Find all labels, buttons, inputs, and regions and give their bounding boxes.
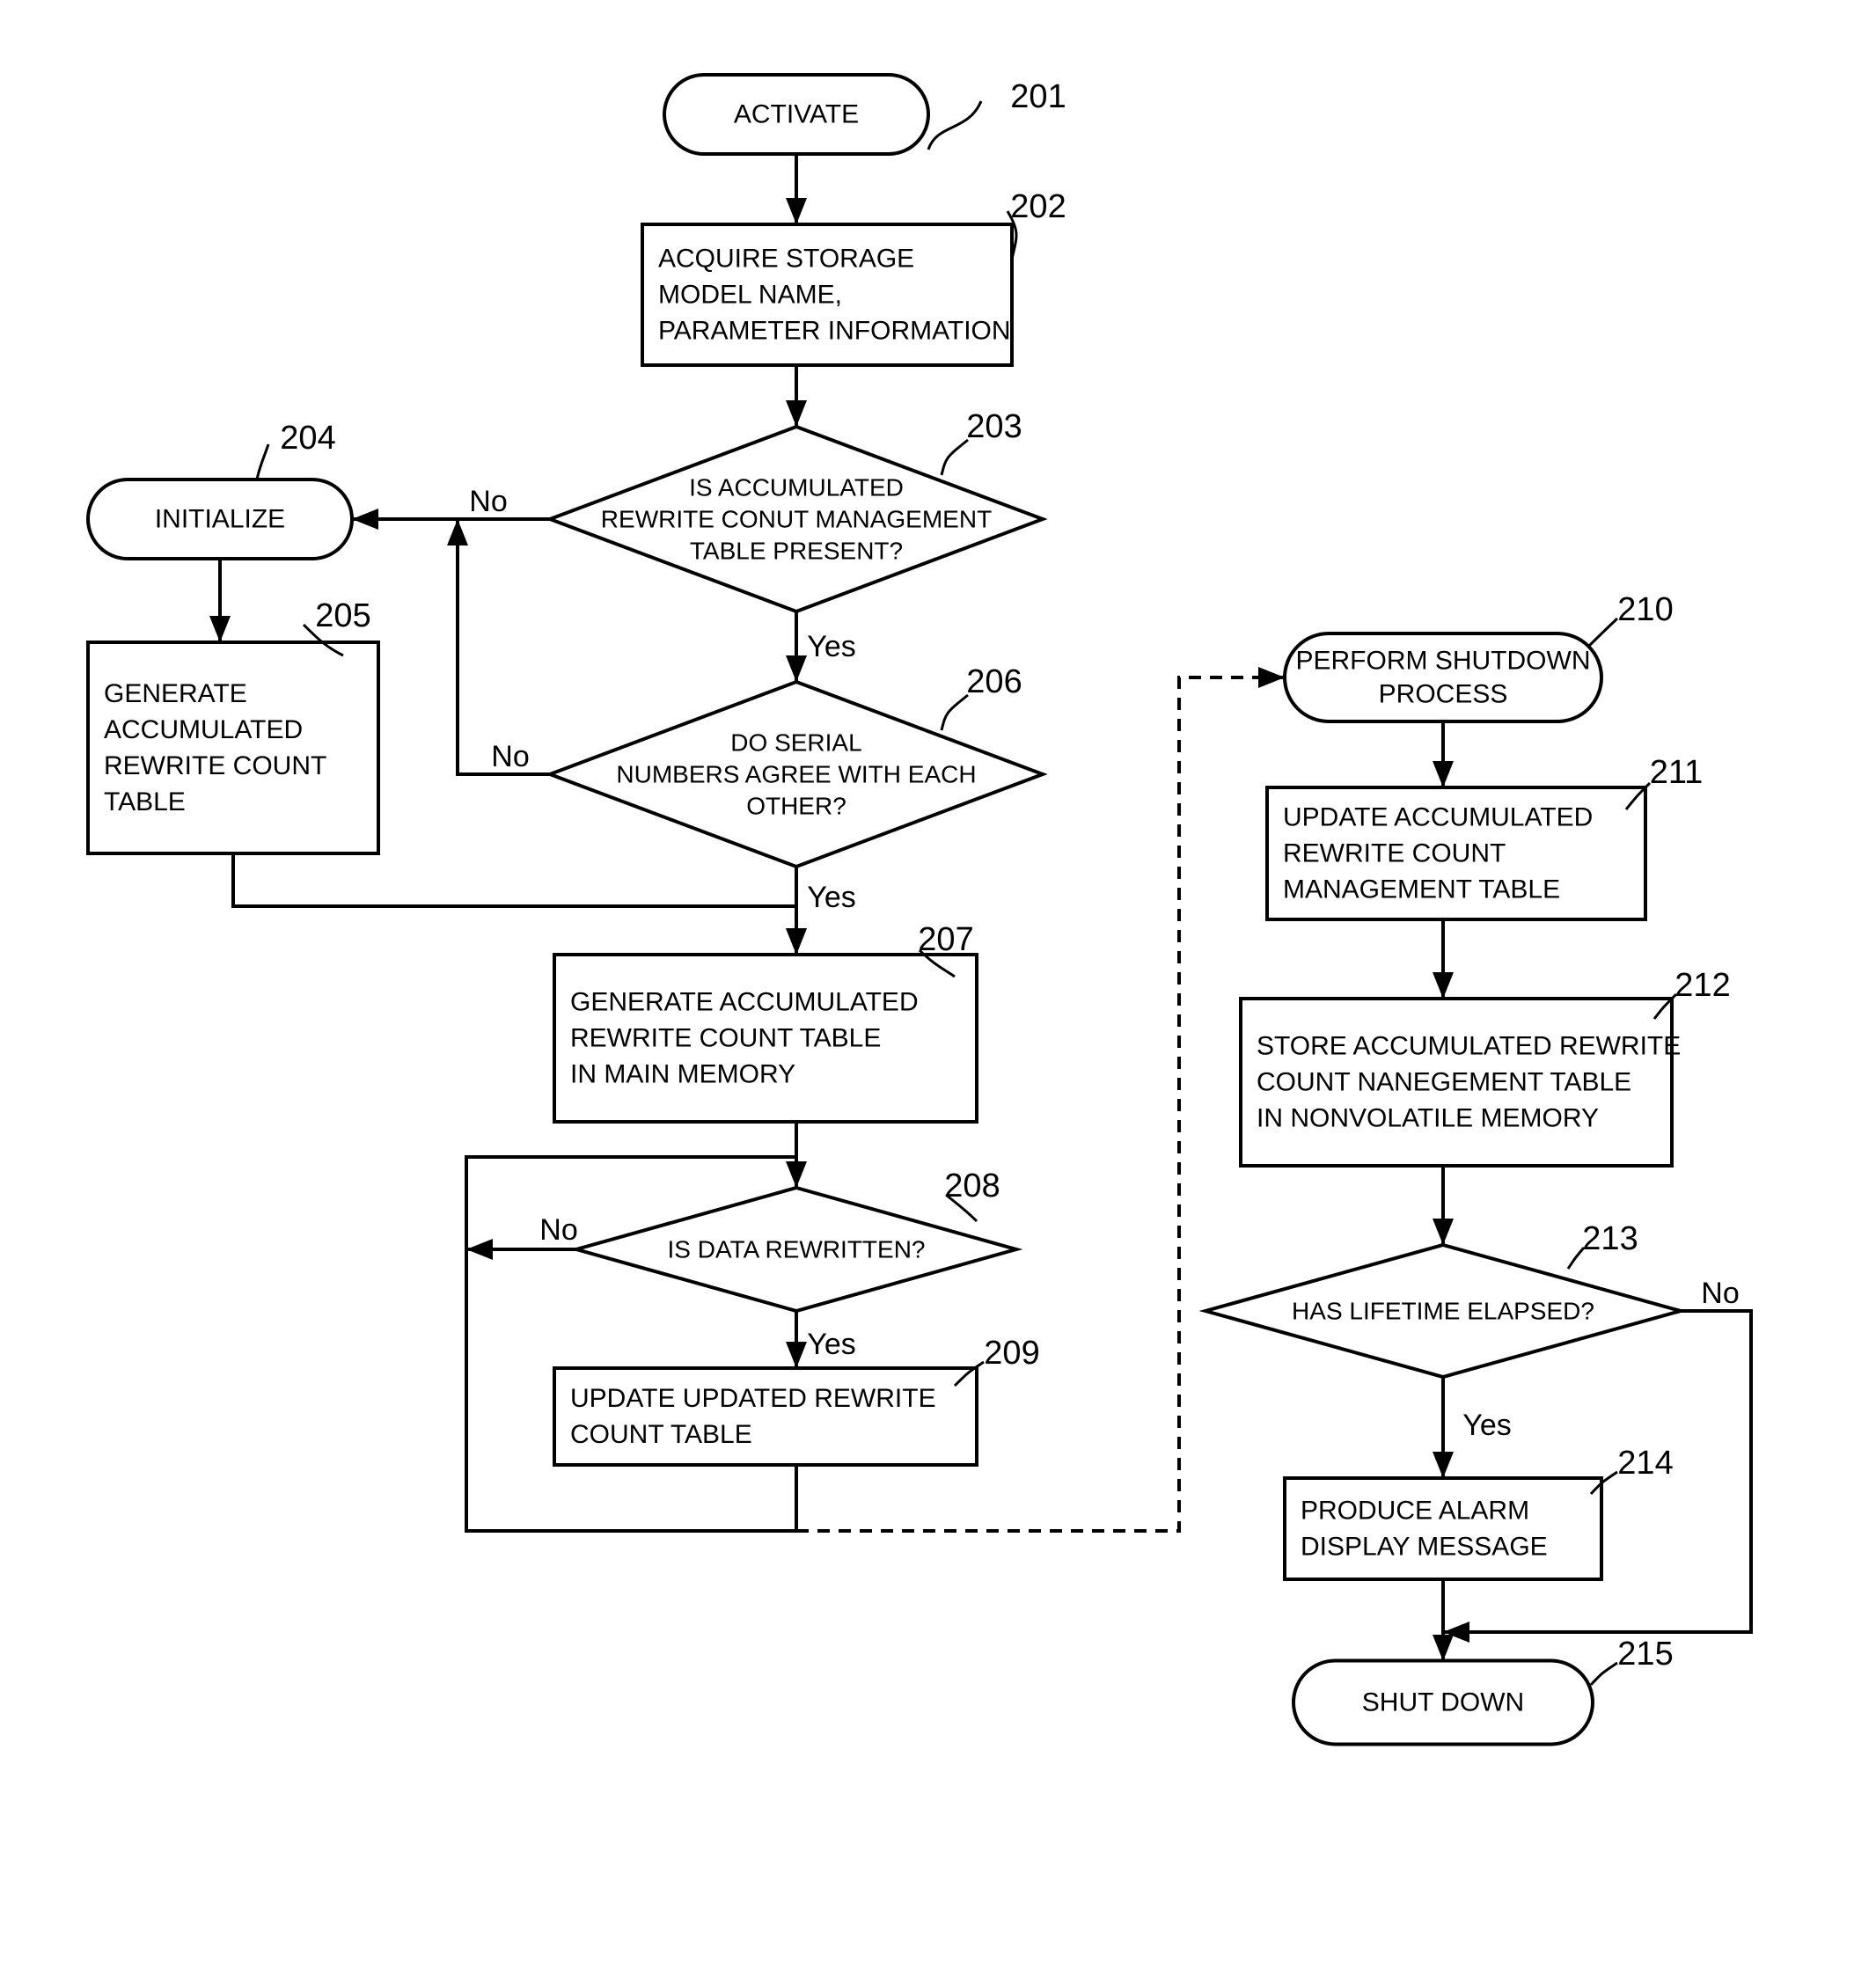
svg-text:DO SERIAL: DO SERIAL (730, 729, 861, 757)
ref-label: 202 (1010, 188, 1066, 225)
svg-text:COUNT NANEGEMENT TABLE: COUNT NANEGEMENT TABLE (1257, 1068, 1631, 1097)
ref-label: 203 (966, 408, 1022, 445)
arrowhead (786, 928, 807, 955)
edges: Yes No Yes No Yes No Yes No (220, 154, 1751, 1661)
branch-label: Yes (807, 881, 855, 914)
ref-label: 215 (1617, 1636, 1673, 1673)
svg-text:ACQUIRE STORAGE: ACQUIRE STORAGE (658, 245, 914, 274)
nodes: ACTIVATE 201 ACQUIRE STORAGE MODEL NAME, PAR… (88, 75, 1731, 1745)
ref-label: 208 (944, 1168, 1000, 1204)
arrowhead (1433, 1219, 1454, 1245)
svg-text:ACCUMULATED: ACCUMULATED (104, 715, 303, 744)
node-n210: PERFORM SHUTDOWN PROCESS 210 (1285, 591, 1674, 721)
ref-label: 209 (984, 1335, 1039, 1372)
arrowhead (786, 1342, 807, 1368)
svg-text:REWRITE CONUT MANAGEMENT: REWRITE CONUT MANAGEMENT (601, 506, 992, 533)
node-n204: INITIALIZE 204 (88, 420, 352, 559)
ref-label: 213 (1582, 1220, 1638, 1257)
svg-text:COUNT TABLE: COUNT TABLE (570, 1420, 752, 1449)
ref-label: 210 (1617, 591, 1673, 628)
branch-label: No (469, 485, 507, 518)
svg-text:IN NONVOLATILE MEMORY: IN NONVOLATILE MEMORY (1257, 1104, 1599, 1133)
arrowhead (1433, 761, 1454, 787)
svg-text:DISPLAY MESSAGE: DISPLAY MESSAGE (1301, 1533, 1548, 1562)
arrowhead (786, 1161, 807, 1188)
ref-label: 206 (966, 663, 1022, 700)
svg-text:IS DATA REWRITTEN?: IS DATA REWRITTEN? (668, 1236, 926, 1263)
ref-label: 204 (280, 420, 335, 457)
node-n213: HAS LIFETIME ELAPSED? 213 (1205, 1220, 1681, 1377)
svg-text:NUMBERS AGREE WITH EACH: NUMBERS AGREE WITH EACH (616, 761, 976, 788)
branch-label: Yes (1462, 1409, 1511, 1442)
node-n206: DO SERIAL NUMBERS AGREE WITH EACH OTHER? 20… (550, 663, 1043, 867)
svg-text:INITIALIZE: INITIALIZE (155, 505, 285, 534)
node-n212: STORE ACCUMULATED REWRITE COUNT NANEGEMEN… (1241, 967, 1731, 1166)
edge (1443, 1311, 1751, 1632)
svg-text:PARAMETER INFORMATION: PARAMETER INFORMATION (658, 317, 1011, 346)
arrowhead (1433, 972, 1454, 999)
branch-label: Yes (807, 1328, 855, 1361)
branch-label: No (1701, 1277, 1739, 1310)
arrowhead (786, 198, 807, 224)
node-n201: ACTIVATE 201 (664, 75, 1066, 154)
svg-text:UPDATE UPDATED REWRITE: UPDATE UPDATED REWRITE (570, 1384, 936, 1413)
svg-text:IS ACCUMULATED: IS ACCUMULATED (689, 474, 904, 501)
arrowhead (786, 400, 807, 427)
arrowhead (786, 655, 807, 682)
svg-text:IN MAIN MEMORY: IN MAIN MEMORY (570, 1060, 795, 1089)
node-n203: IS ACCUMULATED REWRITE CONUT MANAGEMENT TA… (550, 408, 1043, 611)
branch-label: No (491, 740, 529, 773)
node-n208: IS DATA REWRITTEN? 208 (576, 1168, 1016, 1311)
ref-label: 205 (315, 597, 370, 634)
svg-text:REWRITE COUNT TABLE: REWRITE COUNT TABLE (570, 1024, 881, 1053)
svg-text:PROCESS: PROCESS (1379, 680, 1508, 709)
arrowhead (1258, 667, 1285, 688)
arrowhead (466, 1239, 493, 1260)
node-n207: GENERATE ACCUMULATED REWRITE COUNT TABLE I… (554, 921, 977, 1122)
svg-text:SHUT DOWN: SHUT DOWN (1362, 1688, 1524, 1717)
svg-text:GENERATE: GENERATE (104, 679, 247, 708)
ref-label: 212 (1674, 967, 1730, 1004)
ref-label: 201 (1010, 78, 1066, 115)
edge (233, 853, 796, 955)
arrowhead (1433, 1452, 1454, 1478)
ref-label: 214 (1617, 1445, 1673, 1482)
ref-label: 207 (918, 921, 973, 958)
svg-text:HAS LIFETIME ELAPSED?: HAS LIFETIME ELAPSED? (1292, 1298, 1594, 1325)
svg-text:TABLE: TABLE (104, 787, 186, 816)
svg-text:PRODUCE ALARM: PRODUCE ALARM (1301, 1497, 1529, 1526)
svg-text:MODEL NAME,: MODEL NAME, (658, 281, 842, 310)
svg-text:UPDATE ACCUMULATED: UPDATE ACCUMULATED (1283, 803, 1593, 832)
node-n202: ACQUIRE STORAGE MODEL NAME, PARAMETER INFO… (642, 188, 1066, 365)
svg-text:REWRITE COUNT: REWRITE COUNT (104, 751, 326, 780)
ref-label: 211 (1650, 754, 1704, 791)
svg-text:GENERATE ACCUMULATED: GENERATE ACCUMULATED (570, 988, 919, 1017)
node-n215: SHUT DOWN 215 (1293, 1636, 1674, 1745)
node-n205: GENERATE ACCUMULATED REWRITE COUNT TABLE 205 (88, 597, 378, 853)
svg-text:OTHER?: OTHER? (746, 793, 846, 820)
node-n211: UPDATE ACCUMULATED REWRITE COUNT MANAGEMEN… (1267, 754, 1703, 919)
svg-text:MANAGEMENT TABLE: MANAGEMENT TABLE (1283, 875, 1560, 904)
svg-text:REWRITE COUNT: REWRITE COUNT (1283, 839, 1506, 868)
branch-label: Yes (807, 630, 855, 663)
svg-text:PERFORM SHUTDOWN: PERFORM SHUTDOWN (1296, 647, 1591, 676)
arrowhead (1433, 1635, 1454, 1661)
branch-label: No (539, 1213, 577, 1247)
arrowhead (209, 616, 231, 642)
arrowhead (447, 519, 468, 545)
node-n214: PRODUCE ALARM DISPLAY MESSAGE 214 (1285, 1445, 1674, 1579)
arrowhead (352, 509, 378, 530)
svg-text:STORE ACCUMULATED REWRITE: STORE ACCUMULATED REWRITE (1257, 1032, 1681, 1061)
edge (466, 1157, 796, 1531)
svg-text:TABLE PRESENT?: TABLE PRESENT? (690, 538, 903, 565)
edge (458, 519, 550, 774)
svg-text:ACTIVATE: ACTIVATE (734, 100, 859, 129)
